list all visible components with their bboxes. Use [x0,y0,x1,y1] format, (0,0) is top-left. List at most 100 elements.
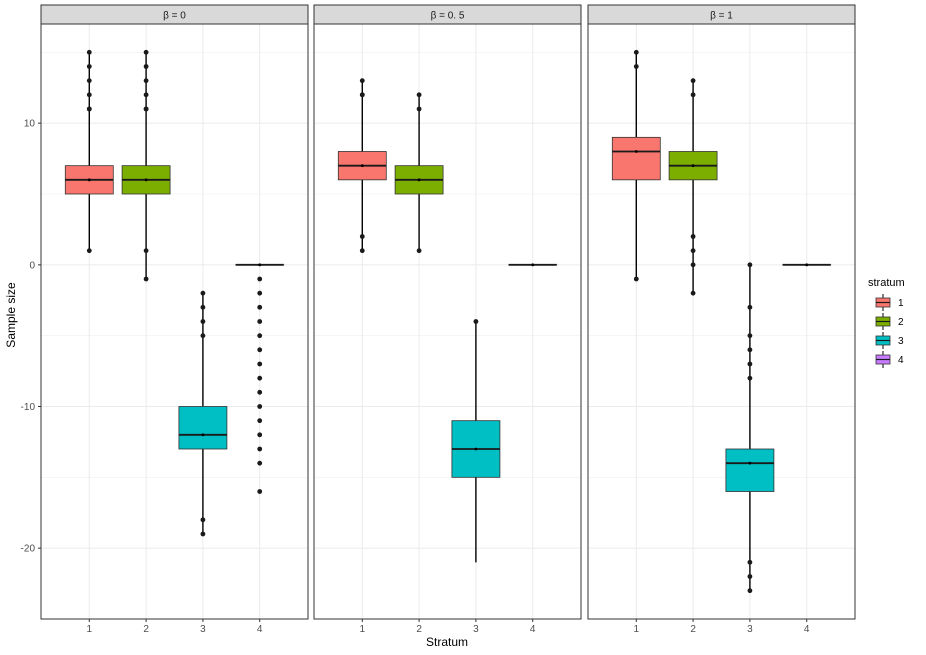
outlier-point [200,304,206,310]
x-axis-title: Stratum [426,635,468,649]
legend-item-1: 1 [875,294,904,311]
center-point [417,178,421,182]
outlier-point [257,375,263,381]
center-point [805,263,809,267]
legend-label: 2 [898,317,904,328]
outlier-point [200,333,206,339]
outlier-point [200,290,206,296]
box-stratum-2 [668,78,718,296]
panel-background [588,24,855,619]
outlier-point [747,347,753,353]
outlier-point [690,262,696,268]
outlier-point [416,248,422,254]
x-tick-label: 3 [473,624,479,635]
facet-panel: β = 0 1 2 3 4 [40,4,309,635]
outlier-point [143,276,149,282]
outlier-point [633,64,639,69]
outlier-point [690,234,696,239]
outlier-point [143,78,149,84]
center-point [531,263,535,267]
box-stratum-4 [782,263,832,267]
outlier-point [747,559,753,565]
outlier-point [257,418,263,424]
outlier-point [200,531,206,537]
box-stratum-1 [611,49,661,282]
outlier-point [257,389,263,395]
x-tick-label: 4 [257,624,263,635]
outlier-point [747,574,753,579]
outlier-point [747,588,753,594]
outlier-point [257,446,263,452]
legend-item-3: 3 [875,332,904,349]
legend-item-2: 2 [875,313,904,330]
box-stratum-3 [725,262,775,594]
x-tick-label: 3 [200,624,206,635]
facet-strip [587,4,856,25]
outlier-point [143,248,149,254]
facet-panels: β = 0 1 2 3 4 β = 0. 5 1 2 3 4 β = 1 1 2 3 4 [40,4,856,635]
outlier-point [359,234,365,239]
box-stratum-1 [64,49,114,254]
outlier-point [633,276,639,282]
panel-background [41,24,308,619]
outlier-point [200,517,206,523]
legend-item-4: 4 [875,351,904,368]
center-point [691,164,695,168]
facet-label: β = 0. 5 [431,11,465,22]
legend-label: 1 [898,298,904,309]
outlier-point [359,248,365,254]
outlier-point [257,276,263,282]
outlier-point [257,290,263,296]
facet-panel: β = 0. 5 1 2 3 4 [313,4,582,635]
facet-strip [313,4,582,25]
box-stratum-2 [394,92,444,254]
outlier-point [690,78,696,84]
outlier-point [257,304,263,310]
outlier-point [359,92,365,98]
outlier-point [86,64,92,69]
center-point [201,433,205,437]
box-iqr [178,406,228,450]
box-stratum-4 [235,263,285,494]
outlier-point [257,347,263,353]
box-iqr [611,136,661,181]
facet-strip [40,4,309,25]
y-tick-label: 0 [29,260,35,271]
outlier-point [200,319,206,324]
y-tick-label: 10 [24,119,36,130]
legend-title: stratum [868,277,905,289]
y-tick-label: -20 [21,544,36,555]
box-stratum-3 [451,319,501,563]
outlier-point [257,404,263,409]
center-point [144,178,148,182]
outlier-point [257,361,263,367]
center-point [634,150,638,153]
center-point [748,461,752,465]
legend-label: 4 [898,355,904,366]
outlier-point [690,92,696,98]
outlier-point [747,333,753,339]
x-tick-label: 2 [416,624,422,635]
outlier-point [86,49,92,55]
box-stratum-4 [508,263,558,267]
outlier-point [143,92,149,98]
x-tick-label: 1 [360,624,366,635]
outlier-point [473,319,479,324]
facet-panel: β = 1 1 2 3 4 [587,4,856,635]
outlier-point [143,49,149,55]
outlier-point [690,248,696,254]
outlier-point [257,489,263,494]
x-tick-label: 2 [143,624,149,635]
legend-keys: 1 2 3 4 [875,294,904,368]
outlier-point [143,64,149,69]
outlier-point [86,78,92,84]
legend: stratum 1 2 3 4 [868,277,905,368]
facet-label: β = 1 [710,11,733,22]
outlier-point [86,106,92,112]
facet-label: β = 0 [163,11,186,22]
outlier-point [633,49,639,55]
outlier-point [690,290,696,296]
outlier-point [86,248,92,254]
outlier-point [257,432,263,438]
